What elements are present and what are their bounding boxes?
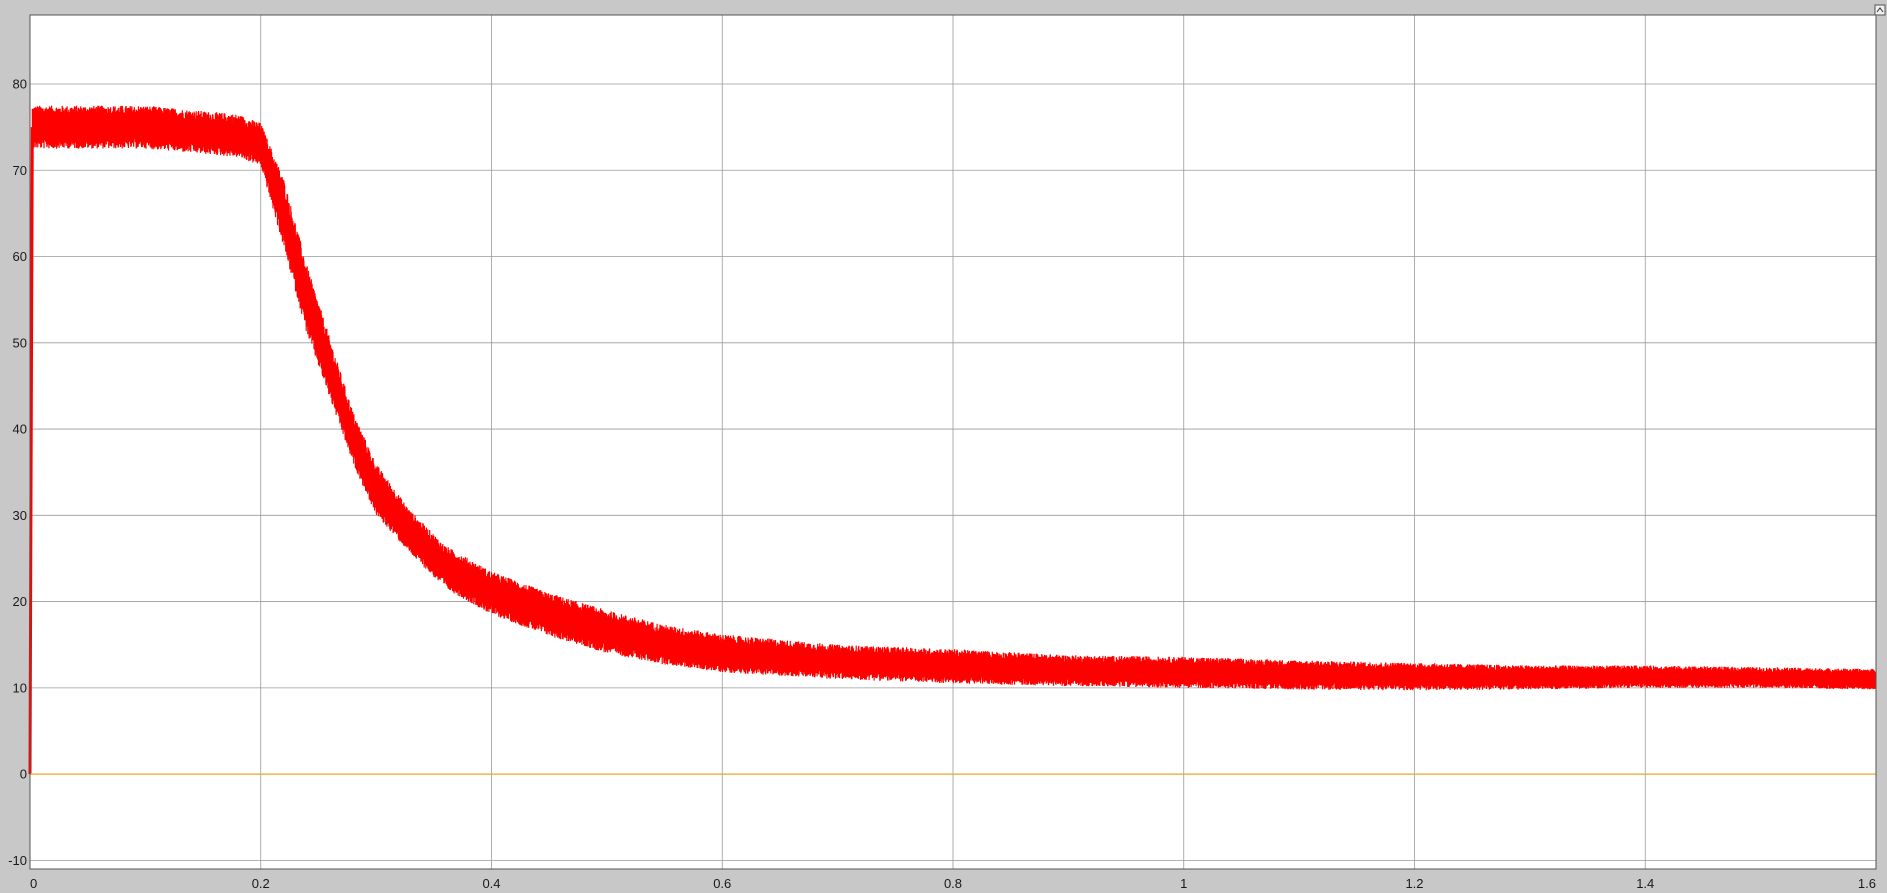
y-tick-label: 10 — [13, 680, 27, 695]
x-tick-label: 0 — [30, 876, 37, 891]
y-tick-label: -10 — [8, 853, 27, 868]
x-tick-label: 1.4 — [1636, 876, 1654, 891]
tick-labels: 0 0.2 0.4 0.6 0.8 1 1.2 1.4 1.6-1001020304050607… — [8, 77, 1876, 891]
x-tick-label: 0.6 — [713, 876, 731, 891]
y-tick-label: 50 — [13, 335, 27, 350]
y-tick-label: 20 — [13, 594, 27, 609]
y-tick-label: 40 — [13, 422, 27, 437]
series-0-trace — [31, 105, 1877, 691]
y-tick-label: 0 — [20, 767, 27, 782]
x-tick-label: 0.8 — [944, 876, 962, 891]
corner-expand-icon[interactable] — [1874, 4, 1886, 16]
x-tick-label: 1 — [1180, 876, 1187, 891]
x-tick-label: 1.6 — [1858, 876, 1876, 891]
plot-border — [29, 14, 1877, 870]
y-tick-label: 70 — [13, 163, 27, 178]
x-tick-label: 1.2 — [1405, 876, 1423, 891]
y-tick-label: 80 — [13, 77, 27, 92]
y-tick-label: 60 — [13, 249, 27, 264]
x-tick-label: 0.2 — [252, 876, 270, 891]
y-tick-label: 30 — [13, 508, 27, 523]
x-tick-label: 0.4 — [482, 876, 500, 891]
